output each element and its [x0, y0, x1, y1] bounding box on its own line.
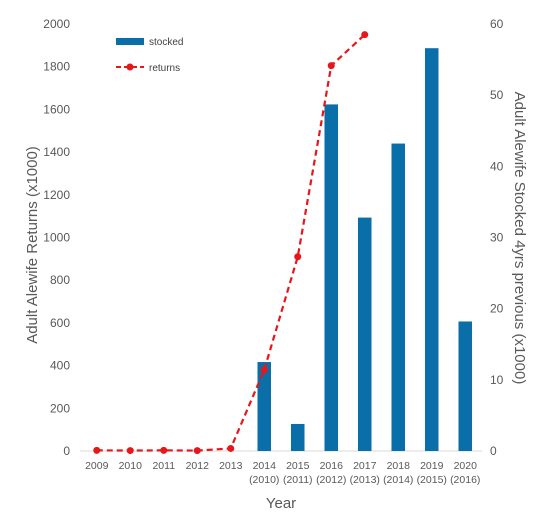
legend: stocked returns: [116, 37, 183, 74]
x-tick-label: 2015: [286, 460, 310, 472]
left-tick-label: 1000: [43, 231, 70, 245]
left-tick-label: 2000: [43, 17, 70, 31]
x-tick-sublabel: (2016): [450, 474, 480, 486]
bar: [425, 48, 439, 452]
legend-label-stocked: stocked: [149, 37, 183, 48]
right-axis-ticks: 0 10 20 30 40 50 60: [490, 17, 504, 458]
x-tick-label: 2013: [219, 460, 243, 472]
x-tick-label: 2018: [387, 460, 411, 472]
bar-series-stocked: [257, 48, 472, 452]
returns-point: [227, 444, 235, 452]
right-tick-label: 30: [490, 231, 504, 245]
bar: [458, 321, 472, 451]
x-tick-label: 2010: [119, 460, 143, 472]
returns-point: [294, 253, 302, 261]
x-tick-label: 2011: [152, 460, 175, 472]
left-tick-label: 1400: [43, 145, 70, 159]
x-tick-label: 2017: [353, 460, 377, 472]
returns-point: [160, 446, 168, 454]
x-tick-sublabel: (2011): [283, 474, 313, 486]
left-tick-label: 1600: [43, 102, 70, 116]
x-tick-sublabel: (2015): [417, 474, 447, 486]
x-axis-title: Year: [266, 495, 296, 512]
x-tick-label: 2014: [253, 460, 277, 472]
left-tick-label: 800: [50, 273, 70, 287]
left-tick-label: 1200: [43, 188, 70, 202]
bar: [324, 104, 338, 451]
x-tick-sublabel: (2012): [316, 474, 346, 486]
x-tick-sublabel: (2010): [249, 474, 279, 486]
right-axis-title: Adult Alewife Stocked 4yrs previous (x10…: [511, 92, 528, 385]
returns-point: [193, 447, 201, 455]
returns-point: [327, 62, 335, 70]
left-tick-label: 600: [50, 316, 70, 330]
x-tick-sublabel: (2014): [383, 474, 413, 486]
right-tick-label: 50: [490, 88, 504, 102]
returns-point: [361, 31, 369, 39]
x-tick-label: 2012: [186, 460, 210, 472]
left-tick-label: 400: [50, 359, 70, 373]
legend-marker-returns: [126, 63, 134, 71]
legend-label-returns: returns: [149, 63, 180, 74]
bar: [291, 423, 305, 451]
returns-point: [93, 446, 101, 454]
line-series-returns: [93, 31, 369, 455]
bar: [257, 362, 271, 451]
x-tick-label: 2009: [85, 460, 109, 472]
legend-swatch-stocked: [116, 38, 144, 45]
left-tick-label: 0: [63, 444, 70, 458]
returns-point: [126, 447, 134, 455]
x-tick-sublabel: (2013): [350, 474, 380, 486]
left-axis-ticks: 0 200 400 600 800 1000 1200 1400 1600 1800 2000: [43, 17, 70, 458]
left-tick-label: 200: [50, 401, 70, 415]
right-tick-label: 10: [490, 373, 504, 387]
left-tick-label: 1800: [43, 60, 70, 74]
right-tick-label: 0: [490, 444, 497, 458]
right-tick-label: 60: [490, 17, 504, 31]
right-tick-label: 20: [490, 302, 504, 316]
bar: [358, 217, 372, 451]
left-axis-title: Adult Alewife Returns (x1000): [24, 146, 41, 344]
right-tick-label: 40: [490, 159, 504, 173]
x-tick-label: 2019: [420, 460, 444, 472]
x-tick-label: 2020: [454, 460, 478, 472]
x-tick-label: 2016: [320, 460, 344, 472]
bar: [391, 143, 405, 451]
returns-point: [260, 366, 268, 374]
x-axis-ticks: 2009 2010 2011 2012 2013 2014 (2010) 2015 (2011)…: [85, 460, 480, 486]
